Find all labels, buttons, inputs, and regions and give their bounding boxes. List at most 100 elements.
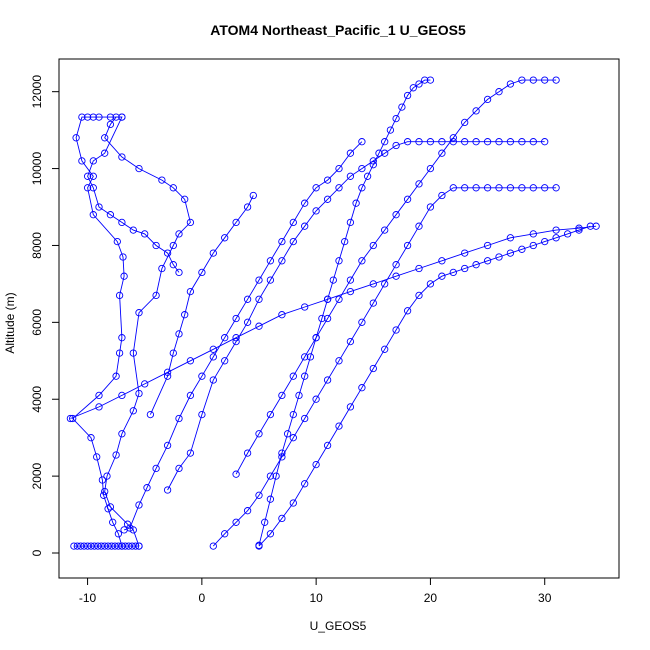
data-point [312,207,320,215]
data-point [120,272,128,280]
data-point [135,542,143,550]
data-point [175,230,183,238]
data-point [392,261,400,269]
data-point [301,372,309,380]
data-point [115,291,124,300]
data-point [472,138,480,146]
data-point [118,430,126,438]
data-point [255,322,263,330]
data-point [175,268,183,277]
data-point [152,464,160,473]
data-point [163,368,172,376]
data-point [106,113,115,121]
data-point [506,80,515,88]
data-point [169,261,177,269]
series-line [258,225,591,547]
data-point [415,138,423,146]
data-point [111,542,119,550]
data-point [529,76,537,84]
data-point [289,434,297,442]
data-point [483,138,492,146]
data-point [93,453,101,461]
data-point [112,113,120,121]
data-point [375,149,383,157]
data-point [518,245,526,253]
data-point [495,184,503,192]
data-point [232,518,240,526]
data-point [301,480,309,488]
data-point [518,76,526,84]
data-point [118,334,126,342]
data-point [186,357,195,365]
data-point [152,291,160,300]
x-axis: -10 0 10 20 30 [79,577,552,605]
data-point [415,222,423,230]
data-point [426,138,435,146]
data-point [403,91,412,100]
data-point [104,505,112,513]
data-point [232,334,240,342]
data-point [483,184,492,192]
data-point [243,449,252,457]
data-point [163,372,172,380]
data-point [575,224,583,232]
data-point [209,353,217,361]
data-point [403,138,412,146]
data-point [181,311,189,319]
data-point [146,410,155,419]
data-point [346,172,355,180]
data-point [221,334,229,342]
data-point [541,76,549,84]
data-point [552,234,560,242]
data-point [131,542,140,550]
data-point [341,237,349,246]
data-point [129,349,137,357]
data-point [87,434,95,442]
data-point [115,349,124,357]
data-point [278,449,286,457]
data-point [243,295,252,303]
data-point [575,226,583,234]
data-point [352,199,360,207]
data-point [89,211,97,219]
data-point [175,414,183,423]
y-axis-label: Altitude (m) [3,292,17,353]
data-point [87,542,95,550]
data-point [301,353,309,361]
series-line [258,79,431,546]
data-point [369,280,377,288]
data-point [89,157,97,165]
data-point [118,153,126,161]
data-point [278,311,286,319]
data-point [369,364,377,373]
data-point [392,114,400,123]
series-line [167,141,545,491]
data-point [106,120,115,129]
data-point [461,264,469,273]
data-point [289,372,297,380]
data-point [266,530,275,538]
data-point [221,234,229,242]
data-point [119,253,127,261]
data-point [506,234,515,242]
data-point [381,345,389,353]
data-point [169,241,177,250]
data-point [221,357,229,365]
data-point [278,514,286,523]
data-point [301,303,309,311]
data-point [369,161,377,169]
data-point [438,191,446,200]
data-point [329,276,337,284]
x-axis-label: U_GEOS5 [310,619,367,633]
data-point [392,141,400,150]
data-point [392,326,400,334]
data-point [278,257,286,265]
data-point [461,184,469,192]
data-point [163,486,172,494]
data-point [118,113,126,121]
series-line [70,225,597,419]
data-point [163,441,172,450]
data-point [78,157,86,165]
data-point [438,138,446,146]
